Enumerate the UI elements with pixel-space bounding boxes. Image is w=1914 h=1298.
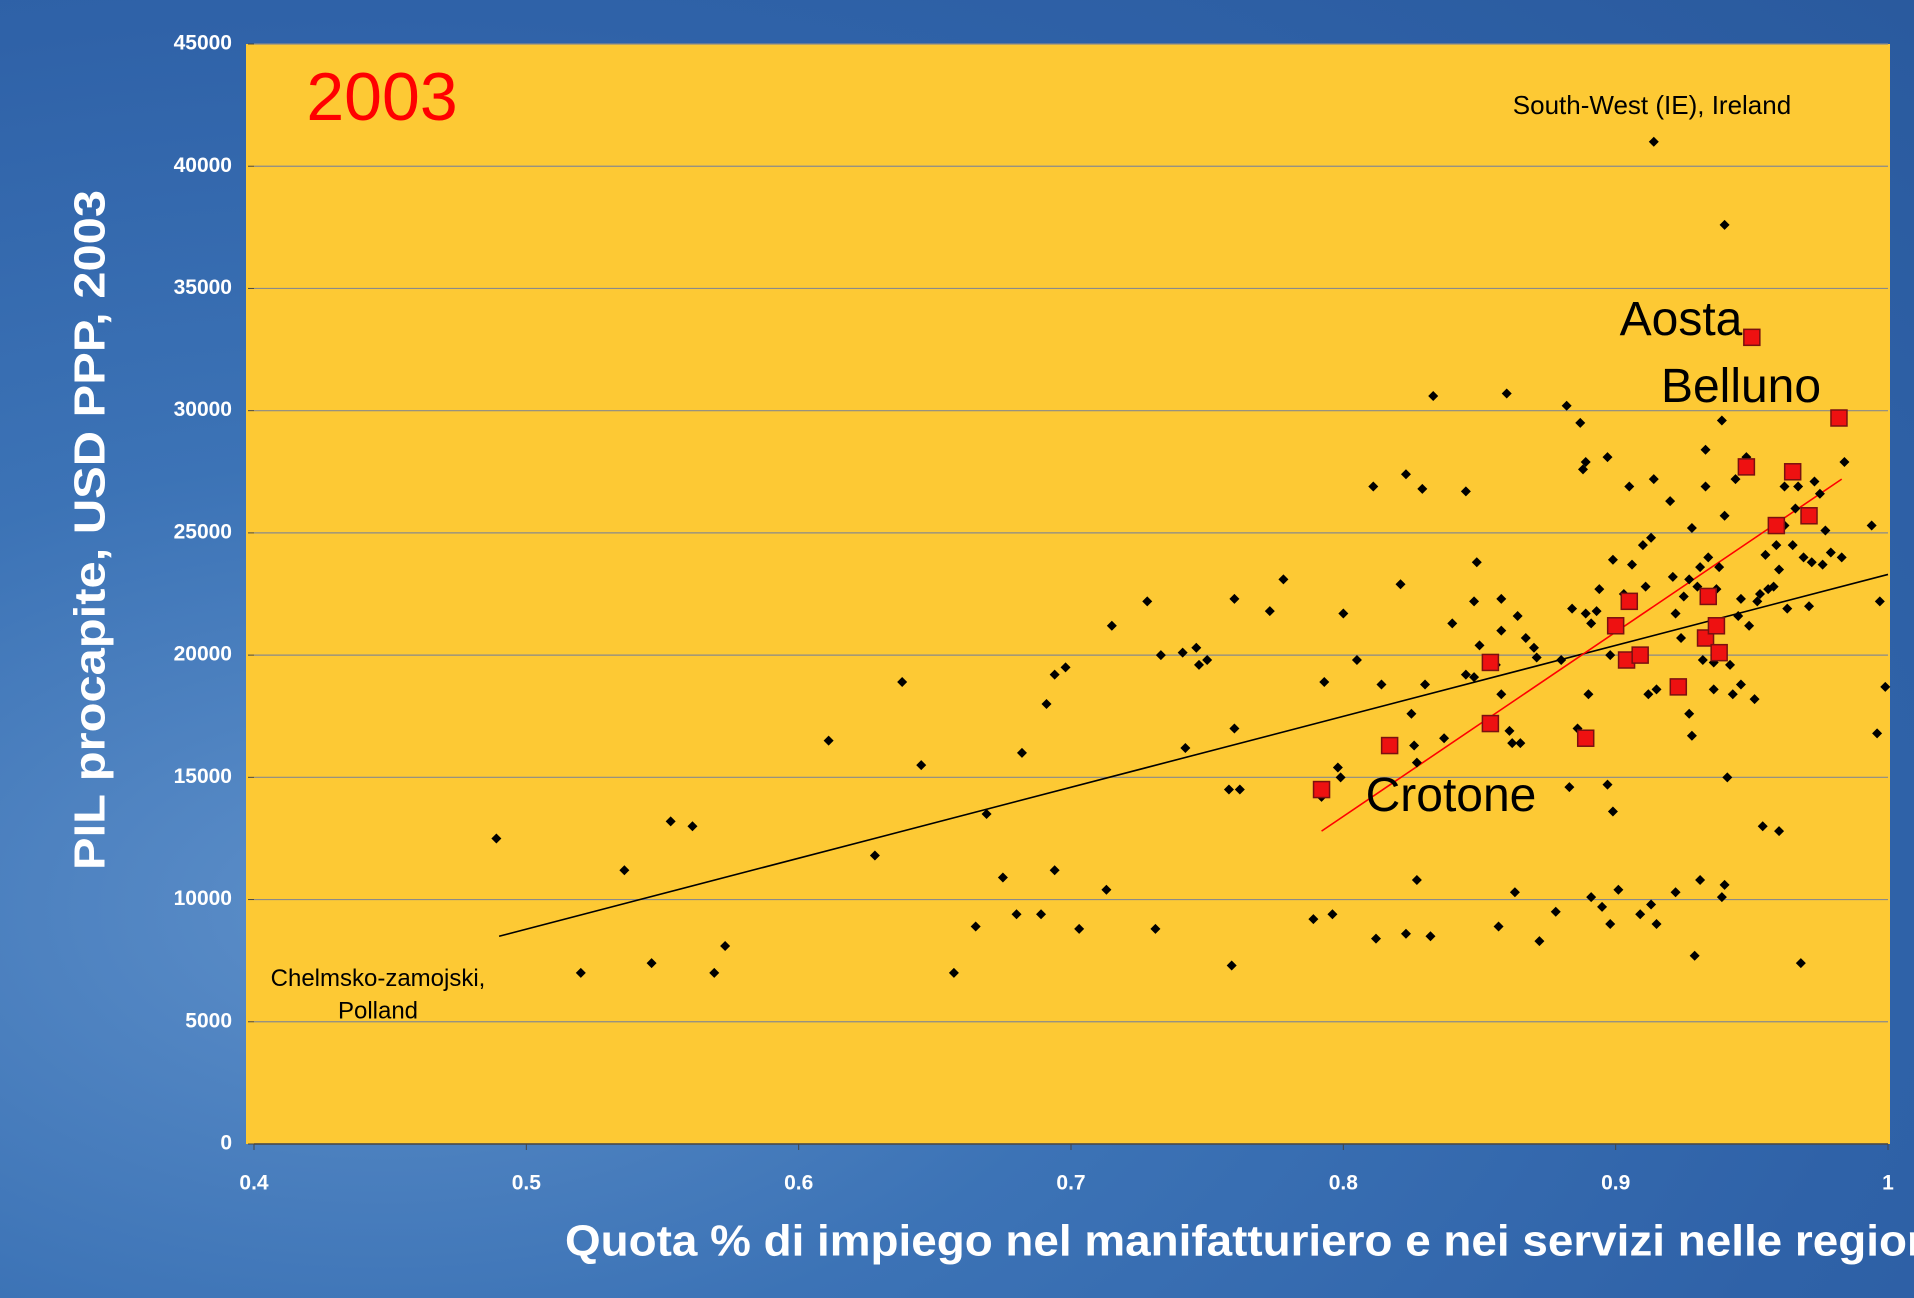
y-tick-label: 25000 bbox=[174, 520, 232, 543]
x-tick-label: 0.7 bbox=[1056, 1172, 1085, 1195]
point bbox=[1738, 459, 1754, 475]
plot-area bbox=[246, 44, 1890, 1144]
point bbox=[1482, 654, 1498, 670]
point bbox=[1670, 679, 1686, 695]
x-axis-label: Quota % di impiego nel manifatturiero e … bbox=[565, 1217, 1914, 1266]
y-tick-label: 30000 bbox=[174, 398, 232, 421]
point bbox=[1382, 738, 1398, 754]
point bbox=[1744, 329, 1760, 345]
x-tick-label: 0.9 bbox=[1601, 1172, 1630, 1195]
annotation-line: Crotone bbox=[1366, 769, 1537, 822]
annotation: Aosta bbox=[1620, 293, 1743, 346]
annotation: Belluno bbox=[1661, 360, 1821, 413]
y-axis-label: PIL procapite, USD PPP, 2003 bbox=[66, 190, 115, 870]
x-tick-label: 1 bbox=[1882, 1172, 1894, 1195]
point bbox=[1314, 782, 1330, 798]
point bbox=[1621, 593, 1637, 609]
x-tick-label: 0.8 bbox=[1329, 1172, 1359, 1195]
y-tick-label: 0 bbox=[220, 1132, 232, 1155]
page: 2003 Quota % di impiego nel manifatturie… bbox=[0, 0, 1914, 1298]
x-tick-label: 0.6 bbox=[784, 1172, 813, 1195]
point bbox=[1708, 618, 1724, 634]
chart-title: 2003 bbox=[306, 59, 457, 135]
point bbox=[1700, 588, 1716, 604]
y-tick-label: 10000 bbox=[174, 887, 232, 910]
x-tick-label: 0.4 bbox=[239, 1172, 269, 1195]
x-tick-label: 0.5 bbox=[512, 1172, 542, 1195]
point bbox=[1831, 410, 1847, 426]
annotation-line: Chelmsko-zamojski, bbox=[271, 965, 486, 992]
annotation-line: South-West (IE), Ireland bbox=[1513, 90, 1791, 120]
y-tick-label: 40000 bbox=[174, 154, 232, 177]
annotation: Crotone bbox=[1366, 769, 1537, 822]
point bbox=[1608, 618, 1624, 634]
annotation-line: Belluno bbox=[1661, 360, 1821, 413]
point bbox=[1578, 730, 1594, 746]
annotation: South-West (IE), Ireland bbox=[1513, 90, 1791, 120]
chart: 2003 Quota % di impiego nel manifatturie… bbox=[0, 0, 1914, 1298]
y-tick-label: 45000 bbox=[174, 32, 232, 55]
annotation-line: Aosta bbox=[1620, 293, 1743, 346]
point bbox=[1482, 716, 1498, 732]
annotation-line: Polland bbox=[338, 998, 418, 1025]
point bbox=[1768, 518, 1784, 534]
y-tick-label: 5000 bbox=[185, 1009, 232, 1032]
y-tick-label: 35000 bbox=[174, 276, 232, 299]
y-tick-label: 15000 bbox=[174, 765, 232, 788]
y-tick-label: 20000 bbox=[174, 643, 232, 666]
point bbox=[1801, 508, 1817, 524]
point bbox=[1711, 645, 1727, 661]
point bbox=[1632, 647, 1648, 663]
point bbox=[1785, 464, 1801, 480]
